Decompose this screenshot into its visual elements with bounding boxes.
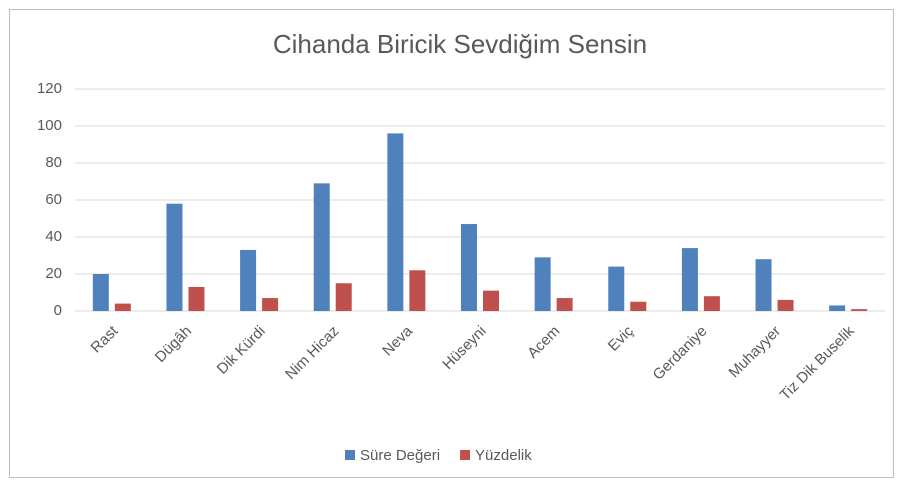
bar [409, 270, 426, 311]
y-tick-label: 60 [45, 191, 62, 208]
bar [681, 248, 698, 311]
bar [534, 257, 551, 311]
bar [188, 286, 205, 311]
bar [114, 303, 131, 311]
bar [608, 266, 625, 311]
bar [166, 203, 183, 311]
chart-title: Cihanda Biricik Sevdiğim Sensin [273, 29, 647, 59]
bar [556, 298, 573, 311]
y-tick-label: 120 [37, 80, 62, 97]
legend-swatch [345, 450, 355, 460]
bar [483, 290, 499, 311]
y-tick-label: 80 [45, 154, 62, 171]
y-tick-label: 0 [54, 302, 62, 319]
bar [755, 259, 772, 311]
bar [313, 183, 330, 311]
legend-label: Süre Değeri [360, 447, 440, 464]
bar [851, 309, 868, 311]
legend-label: Yüzdelik [475, 447, 532, 464]
legend-swatch [460, 450, 471, 460]
bar [777, 299, 794, 311]
bar [262, 298, 279, 311]
bar [630, 301, 647, 311]
bar [387, 133, 404, 311]
bar [92, 274, 109, 311]
bar [829, 305, 846, 311]
y-tick-label: 20 [45, 265, 62, 282]
chart-border [9, 9, 894, 478]
bar [240, 249, 257, 311]
bar [461, 224, 477, 311]
bar [335, 283, 352, 311]
bar [703, 296, 720, 311]
y-tick-label: 40 [45, 228, 62, 245]
y-tick-label: 100 [37, 117, 62, 134]
